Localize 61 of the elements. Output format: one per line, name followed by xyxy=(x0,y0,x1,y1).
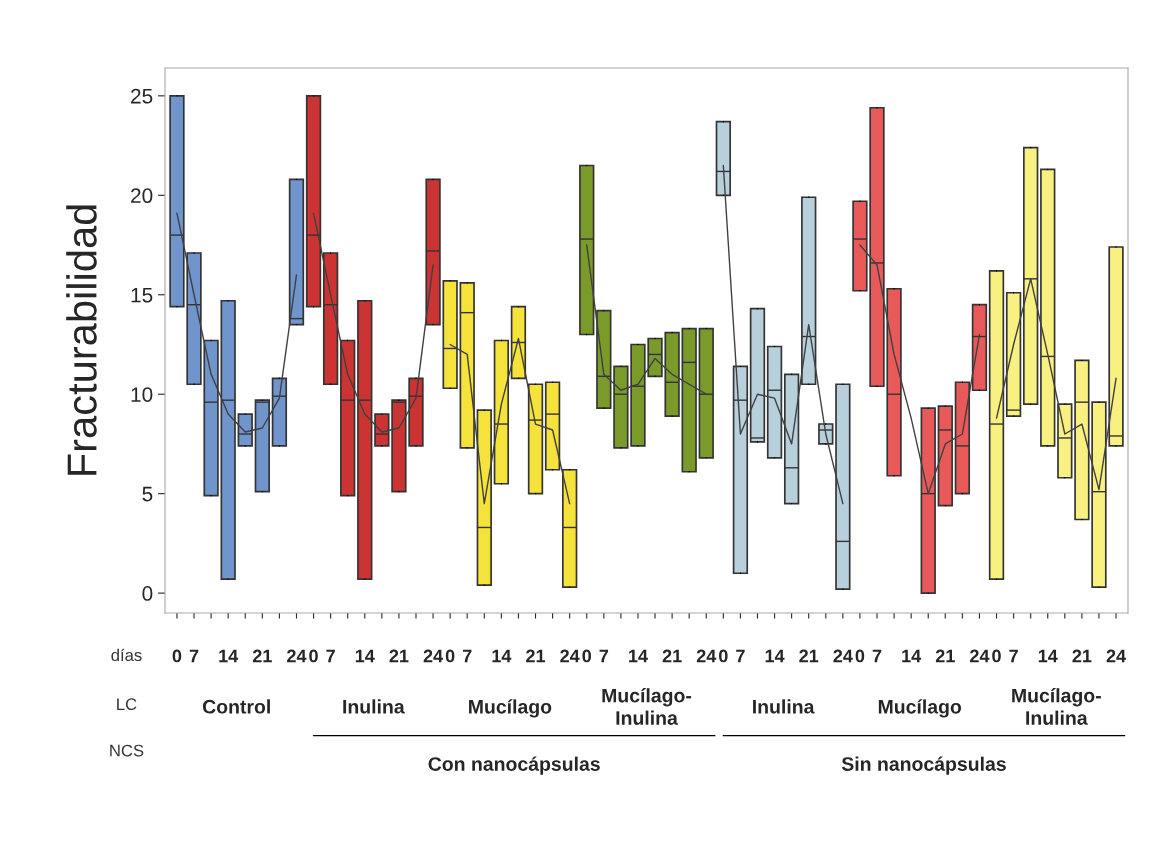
x-tick-label: 14 xyxy=(902,649,922,663)
line-series xyxy=(995,278,1117,491)
line-series xyxy=(722,164,844,505)
x-tick-label: 24 xyxy=(287,649,307,663)
text: NCS xyxy=(110,744,144,757)
x-tick-label: 7 xyxy=(189,649,199,663)
y-tick-label: 10 xyxy=(131,387,153,402)
x-tick-label: 24 xyxy=(696,649,717,663)
y-tick-label: 0 xyxy=(142,586,153,601)
y-tick-label: 15 xyxy=(131,287,153,303)
text: Con nanocápsulas xyxy=(428,756,600,775)
x-tick-label: 24 xyxy=(560,649,580,663)
y-axis-title: Fracturabilidad xyxy=(66,205,97,475)
x-tick-label: 7 xyxy=(326,649,335,663)
x-tick-label: 7 xyxy=(462,649,472,663)
x-tick-label: 21 xyxy=(935,649,955,663)
x-tick-label: 14 xyxy=(765,649,785,663)
x-tick-label: 0 xyxy=(582,649,592,663)
x-tick-label: 0 xyxy=(172,649,182,663)
x-tick-label: 24 xyxy=(423,649,444,663)
text: Mucílago xyxy=(878,699,962,718)
x-tick-label: 14 xyxy=(629,649,648,663)
text: Mucílago- Inulina xyxy=(602,688,692,725)
x-tick-label: 21 xyxy=(526,649,546,663)
text: Mucílago- Inulina xyxy=(1012,688,1101,725)
x-tick-label: 7 xyxy=(872,649,882,663)
x-tick-label: 7 xyxy=(1009,649,1018,663)
y-tick-label: 25 xyxy=(131,88,153,104)
x-tick-label: 7 xyxy=(736,649,745,663)
x-tick-label: 0 xyxy=(445,649,455,663)
text: Sin nanocápsulas xyxy=(841,756,1006,775)
line-series xyxy=(449,337,571,505)
x-tick-label: 24 xyxy=(833,649,853,663)
line-series xyxy=(312,212,434,433)
line-series xyxy=(176,212,298,433)
x-tick-label: 7 xyxy=(599,649,609,663)
x-tick-label: 0 xyxy=(855,649,865,663)
text: Inulina xyxy=(753,699,815,714)
x-tick-label: 0 xyxy=(309,649,318,663)
x-tick-label: 24 xyxy=(970,649,990,663)
x-tick-label: 21 xyxy=(389,649,409,663)
y-tick-label: 5 xyxy=(142,486,153,502)
text: Mucílago xyxy=(469,699,552,718)
x-tick-label: 14 xyxy=(1038,649,1058,663)
line-series xyxy=(859,244,981,495)
text: LC xyxy=(117,698,137,711)
text: días xyxy=(111,648,142,662)
x-tick-label: 0 xyxy=(992,649,1001,663)
x-tick-label: 14 xyxy=(219,649,239,663)
text: Inulina xyxy=(343,699,405,714)
x-tick-label: 21 xyxy=(662,649,682,663)
text: Control xyxy=(202,699,270,714)
x-tick-label: 14 xyxy=(492,649,512,663)
x-tick-label: 0 xyxy=(719,649,728,663)
x-tick-label: 21 xyxy=(799,649,819,663)
x-tick-label: 21 xyxy=(252,649,272,663)
line-series xyxy=(586,244,707,395)
y-tick-label: 20 xyxy=(131,188,153,204)
x-tick-label: 14 xyxy=(355,649,375,663)
x-tick-label: 21 xyxy=(1072,649,1092,663)
x-tick-label: 24 xyxy=(1106,649,1126,663)
